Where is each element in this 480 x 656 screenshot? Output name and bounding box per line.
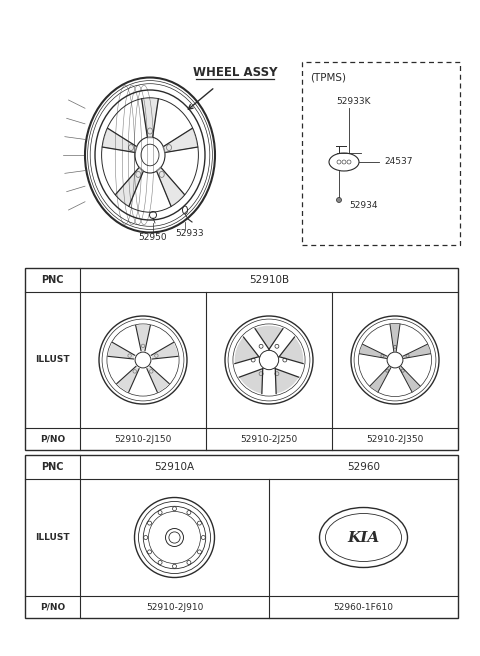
Text: P/NO: P/NO: [40, 602, 65, 611]
Text: PNC: PNC: [41, 462, 64, 472]
Polygon shape: [136, 325, 150, 351]
Polygon shape: [142, 98, 158, 138]
Polygon shape: [275, 369, 299, 394]
Ellipse shape: [259, 344, 263, 348]
Polygon shape: [399, 366, 420, 392]
Text: ILLUST: ILLUST: [35, 356, 70, 365]
Ellipse shape: [129, 144, 133, 151]
Text: 52950: 52950: [139, 234, 168, 243]
Text: PNC: PNC: [41, 275, 64, 285]
Polygon shape: [255, 326, 283, 350]
Bar: [25, 455, 458, 618]
Text: 52910B: 52910B: [249, 275, 289, 285]
Ellipse shape: [155, 354, 158, 358]
Polygon shape: [279, 337, 303, 363]
Polygon shape: [235, 337, 259, 363]
Polygon shape: [403, 344, 431, 358]
Ellipse shape: [381, 354, 384, 358]
Text: 52960-1F610: 52960-1F610: [334, 602, 394, 611]
Text: 52910-2J150: 52910-2J150: [114, 434, 172, 443]
Ellipse shape: [159, 171, 164, 177]
Ellipse shape: [147, 128, 153, 134]
Text: 52933: 52933: [176, 228, 204, 237]
Polygon shape: [360, 344, 387, 358]
Ellipse shape: [136, 171, 141, 177]
Text: 52933K: 52933K: [337, 98, 371, 106]
Ellipse shape: [386, 369, 389, 372]
Polygon shape: [156, 167, 184, 206]
Ellipse shape: [141, 344, 145, 348]
Ellipse shape: [128, 354, 132, 358]
Ellipse shape: [167, 144, 171, 151]
Ellipse shape: [394, 345, 396, 348]
Ellipse shape: [251, 358, 255, 362]
Text: 52910-2J350: 52910-2J350: [366, 434, 424, 443]
Text: 52934: 52934: [350, 201, 378, 209]
Polygon shape: [116, 167, 144, 206]
Polygon shape: [147, 366, 169, 392]
Ellipse shape: [275, 344, 279, 348]
Text: 52960: 52960: [347, 462, 380, 472]
Text: (TPMS): (TPMS): [310, 73, 346, 83]
Ellipse shape: [259, 372, 263, 376]
Ellipse shape: [336, 197, 341, 203]
Text: KIA: KIA: [348, 531, 380, 544]
Ellipse shape: [133, 369, 136, 373]
Polygon shape: [163, 128, 198, 153]
Polygon shape: [108, 342, 135, 359]
Polygon shape: [151, 342, 178, 359]
Text: P/NO: P/NO: [40, 434, 65, 443]
Text: WHEEL ASSY: WHEEL ASSY: [193, 66, 277, 79]
Text: 52910A: 52910A: [155, 462, 194, 472]
Text: ILLUST: ILLUST: [35, 533, 70, 542]
Polygon shape: [117, 366, 139, 392]
Bar: [302, 62, 460, 245]
Ellipse shape: [406, 354, 409, 358]
Ellipse shape: [275, 372, 279, 376]
Ellipse shape: [401, 369, 404, 372]
Polygon shape: [239, 369, 263, 394]
Polygon shape: [390, 324, 400, 352]
Polygon shape: [102, 128, 137, 153]
Ellipse shape: [283, 358, 287, 362]
Text: 24537: 24537: [385, 157, 413, 167]
Polygon shape: [370, 366, 391, 392]
Text: 52910-2J250: 52910-2J250: [240, 434, 298, 443]
Text: 52910-2J910: 52910-2J910: [146, 602, 203, 611]
Bar: [25, 268, 458, 450]
Ellipse shape: [149, 369, 153, 373]
